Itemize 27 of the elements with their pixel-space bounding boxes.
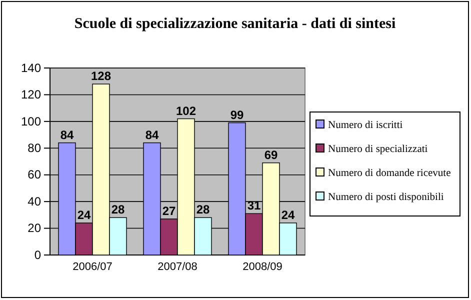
y-tick-label: 100 [20, 114, 42, 128]
data-label: 84 [60, 128, 74, 142]
data-label: 99 [230, 108, 244, 122]
data-label: 27 [162, 204, 176, 218]
legend-label: Numero di domande ricevute [328, 168, 452, 179]
data-label: 24 [77, 208, 91, 222]
legend-label: Numero di posti disponibili [328, 192, 444, 203]
y-tick-label: 140 [20, 60, 42, 75]
x-tick-label: 2006/07 [72, 261, 112, 274]
y-tick-label: 40 [28, 194, 42, 208]
data-label: 69 [264, 148, 278, 162]
y-tick-label: 0 [34, 248, 42, 262]
legend-label: Numero di specializzati [328, 144, 428, 155]
data-label: 102 [176, 104, 196, 118]
y-tick-label: 120 [20, 88, 42, 102]
data-label: 28 [196, 202, 210, 217]
data-label: 24 [281, 208, 295, 222]
legend-label: Numero di iscritti [328, 120, 403, 131]
data-label: 28 [111, 202, 125, 217]
data-label: 128 [90, 69, 112, 84]
chart-title: Scuole di specializzazione sanitaria - dati di sintesi [74, 16, 396, 32]
y-tick-label: 60 [28, 168, 42, 182]
y-tick-label: 80 [28, 140, 42, 155]
x-tick-label: 2008/09 [242, 261, 282, 274]
data-label: 84 [145, 128, 159, 142]
x-tick-label: 2007/08 [158, 261, 198, 274]
y-tick-label: 20 [28, 221, 42, 236]
